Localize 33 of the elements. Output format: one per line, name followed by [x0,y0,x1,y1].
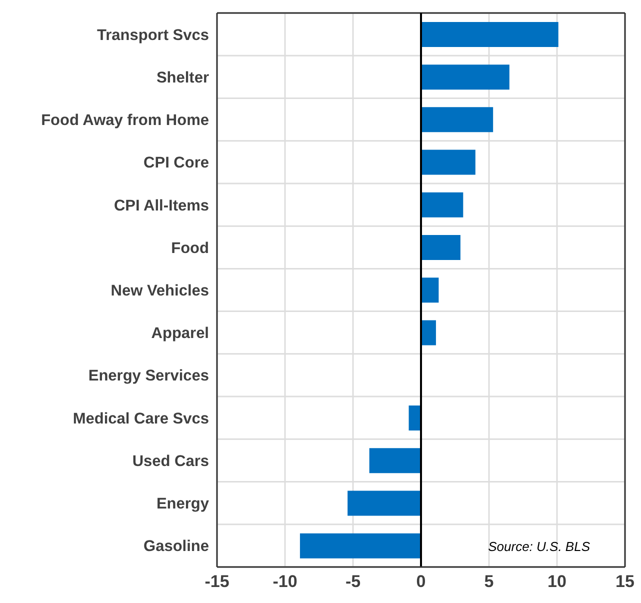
bar [421,278,439,303]
bar [421,235,460,260]
bar [421,22,558,47]
bar [369,448,421,474]
bar [421,320,436,346]
bar [348,490,421,516]
y-tick-label: Food [171,240,209,257]
y-tick-label: Food Away from Home [41,112,210,130]
x-tick-label: -10 [272,572,298,592]
y-tick-label: Gasoline [144,538,210,556]
bar [421,107,494,132]
bar [421,64,510,90]
y-tick-label: Used Cars [132,452,209,470]
x-tick-label: 0 [416,572,426,592]
bar [408,405,421,430]
y-tick-label: Energy [156,496,210,513]
y-tick-label: Medical Care Svcs [72,410,209,428]
y-tick-label: Apparel [151,325,209,342]
annotation: Source: U.S. BLS [488,539,590,554]
x-tick-label: -5 [345,572,361,592]
y-tick-label: New Vehicles [110,282,209,300]
bar [300,533,421,558]
x-tick-label: 15 [616,572,634,592]
bar [421,192,464,218]
y-tick-label: Transport Svcs [97,26,209,44]
x-tick-label: -15 [204,572,230,592]
y-tick-label: CPI All-Items [114,197,209,214]
x-tick-label: 10 [548,572,566,592]
bar [421,150,476,175]
y-tick-label: Energy Services [88,368,209,385]
y-tick-label: CPI Core [144,154,210,172]
y-tick-label: Shelter [156,69,209,86]
x-tick-label: 5 [484,572,494,592]
